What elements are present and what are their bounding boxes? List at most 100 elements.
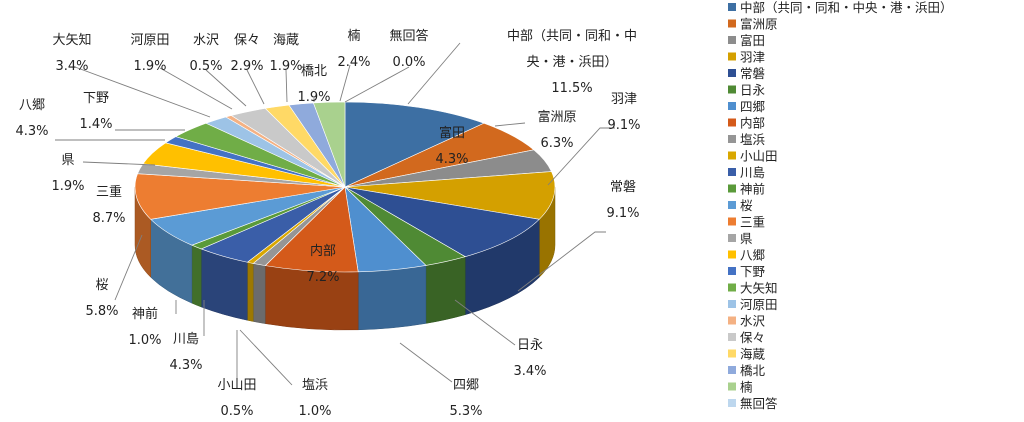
data-label-value-17: 3.4% (55, 59, 88, 74)
legend-swatch-7 (728, 118, 736, 127)
data-label-name-0: 中部（共同・同和・中 (507, 29, 637, 44)
leader-line-23 (339, 64, 351, 102)
leader-line-20 (246, 69, 265, 105)
legend-entry-5: 日永 (740, 83, 766, 98)
leader-line-1 (494, 122, 526, 127)
leader-line-12 (114, 234, 143, 301)
data-label-name-6: 四郷 (453, 378, 479, 393)
legend-entry-23: 楠 (740, 380, 753, 395)
legend-swatch-12 (728, 201, 736, 209)
legend-entry-4: 常磐 (740, 66, 765, 81)
data-label-name-24: 無回答 (389, 28, 428, 44)
pie-side-11 (191, 244, 202, 308)
legend-entry-9: 小山田 (740, 149, 778, 164)
legend-entry-15: 八郷 (740, 248, 766, 263)
pie-slice-13 (134, 173, 346, 220)
data-label-value-6: 5.3% (449, 404, 482, 419)
data-label-value-19: 0.5% (189, 59, 222, 74)
data-label-value-16: 1.4% (79, 117, 112, 132)
legend-swatch-16 (728, 267, 736, 275)
data-label-name-13: 三重 (96, 184, 122, 200)
data-label-value-2: 4.3% (435, 152, 468, 167)
legend-swatch-15 (728, 250, 736, 259)
data-label-name-20: 保々 (234, 33, 260, 48)
data-label-value-24: 0.0% (392, 55, 425, 70)
leader-line-5 (454, 299, 516, 346)
legend-swatch-21 (728, 349, 736, 358)
data-label-name-5: 日永 (517, 338, 543, 353)
data-label-name-9: 小山田 (217, 378, 256, 393)
leader-line-8 (239, 329, 293, 386)
legend-entry-13: 三重 (740, 215, 765, 230)
legend-entry-12: 桜 (740, 198, 753, 213)
data-label-name-0: 央・港・浜田） (526, 55, 617, 70)
data-label-name-23: 楠 (347, 29, 360, 44)
legend-entry-17: 大矢知 (740, 281, 778, 296)
data-label-value-21: 1.9% (269, 59, 302, 74)
leader-line-4 (517, 231, 606, 292)
legend-entry-0: 中部（共同・同和・中央・港・浜田） (740, 0, 953, 15)
data-label-name-17: 大矢知 (52, 32, 91, 48)
data-label-name-14: 県 (61, 153, 74, 168)
data-label-value-22: 1.9% (297, 90, 330, 105)
leader-line-17 (74, 66, 211, 118)
data-label-name-18: 河原田 (130, 33, 169, 48)
data-label-value-13: 8.7% (92, 211, 125, 226)
legend-entry-10: 川島 (740, 165, 765, 180)
data-label-name-10: 川島 (173, 332, 199, 347)
legend-entry-6: 四郷 (740, 99, 766, 114)
legend-swatch-19 (728, 316, 736, 325)
legend-swatch-1 (728, 19, 736, 28)
legend: 中部（共同・同和・中央・港・浜田） 富洲原富田羽津常磐日永四郷内部塩浜小山田川島神… (728, 0, 953, 411)
legend-entry-7: 内部 (740, 116, 765, 131)
data-label-value-3: 9.1% (607, 118, 640, 133)
data-label-value-4: 9.1% (606, 206, 639, 221)
data-label-value-1: 6.3% (540, 136, 573, 151)
leader-line-24 (344, 66, 410, 103)
legend-swatch-6 (728, 102, 736, 110)
pie-side-5 (425, 256, 466, 324)
data-label-value-9: 0.5% (220, 404, 253, 419)
legend-swatch-10 (728, 168, 736, 176)
legend-swatch-5 (728, 85, 736, 94)
legend-swatch-3 (728, 52, 736, 61)
legend-entry-11: 神前 (740, 182, 765, 197)
pie-side-8 (252, 263, 266, 324)
legend-entry-2: 富田 (740, 33, 765, 48)
legend-swatch-13 (728, 217, 736, 226)
pie-slice-0 (344, 101, 485, 188)
pie-tops (134, 101, 556, 273)
data-labels: 中部（共同・同和・中央・港・浜田） 11.5% 富洲原 6.3% 富田 4.3% 羽津 9.1… (15, 28, 640, 419)
data-label-value-23: 2.4% (337, 55, 370, 70)
leader-lines (55, 42, 615, 386)
leader-line-0 (407, 42, 461, 105)
data-label-value-8: 1.0% (298, 404, 331, 419)
pie-slice-4 (344, 186, 540, 258)
legend-swatch-8 (728, 135, 736, 143)
pie-side-6 (357, 265, 427, 331)
data-label-value-14: 1.9% (51, 179, 84, 194)
leader-line-6 (399, 342, 453, 383)
legend-entry-8: 塩浜 (740, 132, 765, 147)
leader-line-19 (205, 69, 247, 107)
pie-slice-3 (344, 171, 556, 220)
data-label-value-5: 3.4% (513, 364, 546, 379)
legend-entry-1: 富洲原 (740, 17, 778, 32)
data-label-name-12: 桜 (95, 278, 108, 293)
leader-line-21 (285, 69, 288, 103)
data-label-value-18: 1.9% (133, 59, 166, 74)
data-label-value-11: 1.0% (128, 333, 161, 348)
legend-swatch-18 (728, 300, 736, 308)
data-label-name-11: 神前 (132, 306, 158, 322)
legend-swatch-11 (728, 184, 736, 193)
data-label-name-4: 常磐 (610, 180, 636, 195)
legend-entry-14: 県 (740, 231, 753, 246)
legend-entry-3: 羽津 (740, 50, 765, 65)
pie-sides (134, 186, 556, 331)
legend-entry-21: 海蔵 (740, 347, 766, 362)
data-label-name-2: 富田 (439, 125, 465, 141)
data-label-value-0: 11.5% (551, 81, 592, 96)
legend-swatch-2 (728, 36, 736, 44)
data-label-name-8: 塩浜 (302, 378, 328, 393)
